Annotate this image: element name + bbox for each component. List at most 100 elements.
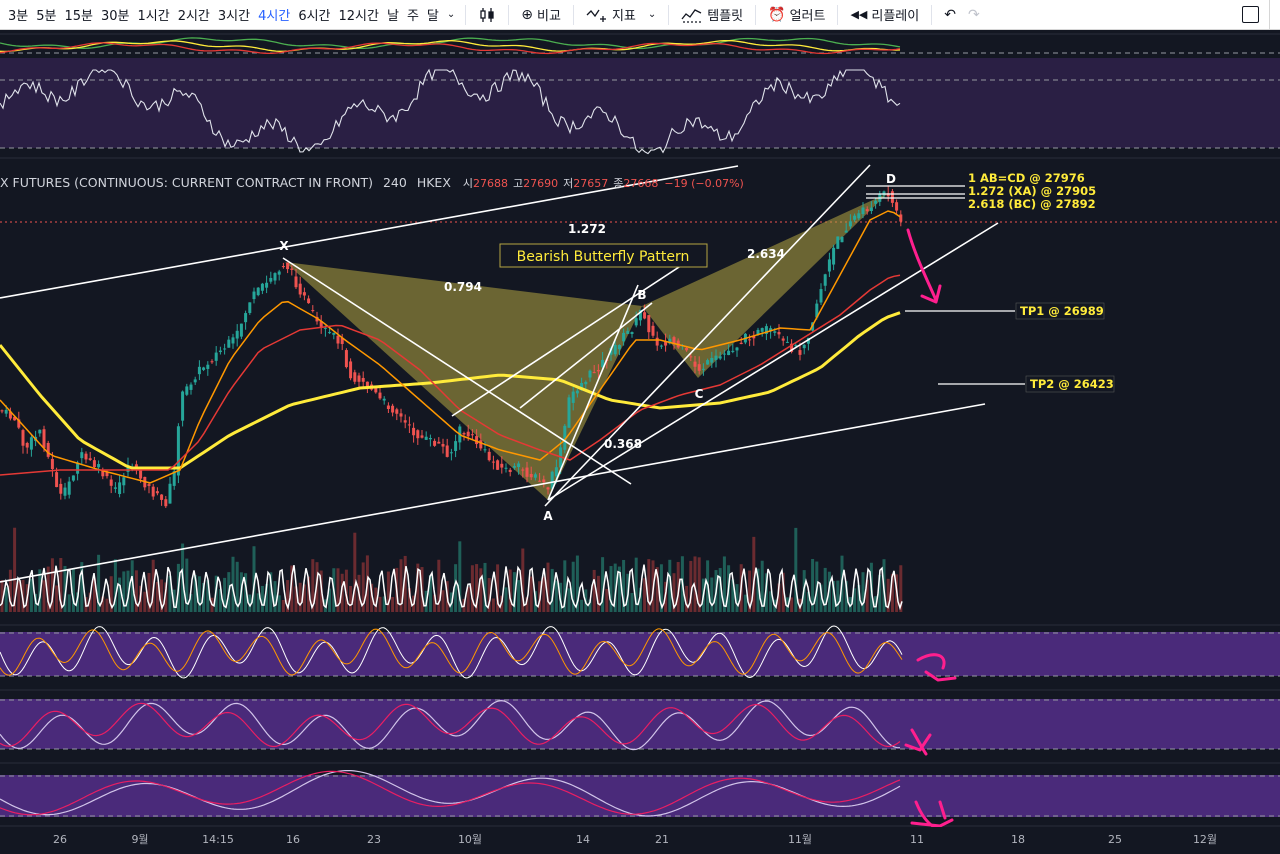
volume-bar <box>886 578 890 612</box>
timeframe-1h[interactable]: 1시간 <box>137 9 170 24</box>
candle-body <box>378 392 382 399</box>
candle-body <box>714 355 718 360</box>
open-value: 27688 <box>473 177 508 190</box>
volume-bar <box>798 598 802 612</box>
timeframe-30m[interactable]: 30분 <box>100 9 130 24</box>
stoch-pane-bg <box>0 632 1280 676</box>
volume-bar <box>542 576 546 612</box>
candle-body <box>802 344 806 349</box>
candle-style-button[interactable] <box>472 6 502 24</box>
undo-button[interactable]: ↶ <box>938 8 962 22</box>
replay-button[interactable]: ◀◀ 리플레이 <box>844 5 925 25</box>
indicators-dropdown-icon[interactable]: ⌄ <box>647 9 657 20</box>
candle-body <box>336 335 340 344</box>
volume-bar <box>874 596 878 612</box>
stochrsi-pane-bg <box>0 775 1280 817</box>
timeframe-week[interactable]: 주 <box>406 9 419 24</box>
rsi-pane-bg <box>0 58 1280 148</box>
timeframe-6h[interactable]: 6시간 <box>298 9 331 24</box>
alert-button[interactable]: ⏰ 얼러트 <box>762 5 831 25</box>
timeframe-day[interactable]: 날 <box>386 9 399 24</box>
candle-body <box>181 391 185 421</box>
tp1-text: TP1 @ 26989 <box>1020 304 1104 318</box>
plus-circle-icon: ⊕ <box>521 6 534 23</box>
candle-body <box>223 348 227 350</box>
timeframe-3m[interactable]: 3분 <box>8 9 29 24</box>
candle-body <box>109 479 113 486</box>
candle-body <box>433 440 437 446</box>
volume-bar <box>269 572 273 612</box>
candle-body <box>29 437 33 450</box>
candle-body <box>701 368 705 370</box>
candle-body <box>890 191 894 203</box>
price-chart[interactable]: X FUTURES (CONTINUOUS: CURRENT CONTRACT … <box>0 31 1280 854</box>
timeframe-15m[interactable]: 15분 <box>64 9 93 24</box>
candle-body <box>617 344 621 350</box>
ratio-xd-label: 1.272 <box>568 222 606 236</box>
volume-bar <box>466 586 470 612</box>
candle-body <box>374 387 378 393</box>
time-axis[interactable]: 26 9월 14:15 16 23 10월 14 21 11월 11 18 25 12월 <box>53 833 1217 846</box>
drawn-arrows <box>904 228 957 829</box>
volume-bar <box>508 569 512 612</box>
timeframe-2h[interactable]: 2시간 <box>177 9 210 24</box>
timeframe-dropdown-icon[interactable]: ⌄ <box>446 9 456 20</box>
candle-body <box>0 410 4 412</box>
pattern-bcd-triangle <box>642 193 888 378</box>
tp2-label[interactable]: TP2 @ 26423 <box>1025 375 1115 393</box>
candle-body <box>735 347 739 351</box>
compare-button[interactable]: ⊕ 비교 <box>515 5 567 25</box>
volume-bar <box>580 599 584 612</box>
down-arrow-main <box>906 228 938 302</box>
high-label: 고 <box>513 177 523 190</box>
timeframe-4h[interactable]: 4시간 <box>258 9 291 24</box>
symbol-legend[interactable]: X FUTURES (CONTINUOUS: CURRENT CONTRACT … <box>0 175 744 190</box>
volume-bar <box>109 576 113 612</box>
candle-body <box>491 461 495 463</box>
change-value: −19 (−0.07%) <box>664 177 743 190</box>
templates-button[interactable]: 템플릿 <box>675 5 749 24</box>
candle-body <box>588 370 592 378</box>
stoch-k-line <box>0 625 903 679</box>
fullscreen-button[interactable] <box>1236 6 1269 23</box>
timeframe-3h[interactable]: 3시간 <box>217 9 251 24</box>
candle-body <box>865 209 869 212</box>
candle-body <box>412 427 416 436</box>
candle-body <box>134 464 138 467</box>
candle-body <box>466 431 470 437</box>
candle-body <box>731 350 735 352</box>
candle-body <box>84 453 88 460</box>
volume-bar <box>126 570 130 612</box>
redo-icon: ↷ <box>967 6 980 23</box>
timeframe-month[interactable]: 달 <box>426 9 439 24</box>
point-a-label: A <box>543 509 553 523</box>
candle-body <box>416 430 420 439</box>
target-xa-label: 1.272 (XA) @ 27905 <box>968 184 1096 198</box>
indicators-button[interactable]: 지표 <box>580 5 642 24</box>
volume-bar <box>273 581 277 612</box>
open-label: 시 <box>463 177 473 190</box>
volume-bar <box>164 582 168 612</box>
candle-body <box>256 287 260 296</box>
volume-bar <box>437 559 441 612</box>
candle-body <box>727 350 731 356</box>
candle-body <box>63 487 67 496</box>
volume-bar <box>17 581 21 612</box>
candle-body <box>189 384 193 390</box>
candle-body <box>382 398 386 401</box>
redo-button[interactable]: ↷ <box>962 8 986 22</box>
timeframe-12h[interactable]: 12시간 <box>338 9 379 24</box>
candle-body <box>231 337 235 344</box>
candle-body <box>718 356 722 359</box>
candle-body <box>353 372 357 382</box>
point-x-label: X <box>279 239 289 253</box>
candle-body <box>626 330 630 334</box>
tp1-label[interactable]: TP1 @ 26989 <box>1015 302 1105 320</box>
volume-bar <box>521 548 525 612</box>
timeframe-5m[interactable]: 5분 <box>36 9 57 24</box>
time-axis-label: 26 <box>53 833 67 846</box>
pattern-title-box[interactable]: Bearish Butterfly Pattern <box>499 243 708 268</box>
candle-body <box>25 442 29 448</box>
volume-bar <box>382 596 386 612</box>
volume-bar <box>643 578 647 612</box>
